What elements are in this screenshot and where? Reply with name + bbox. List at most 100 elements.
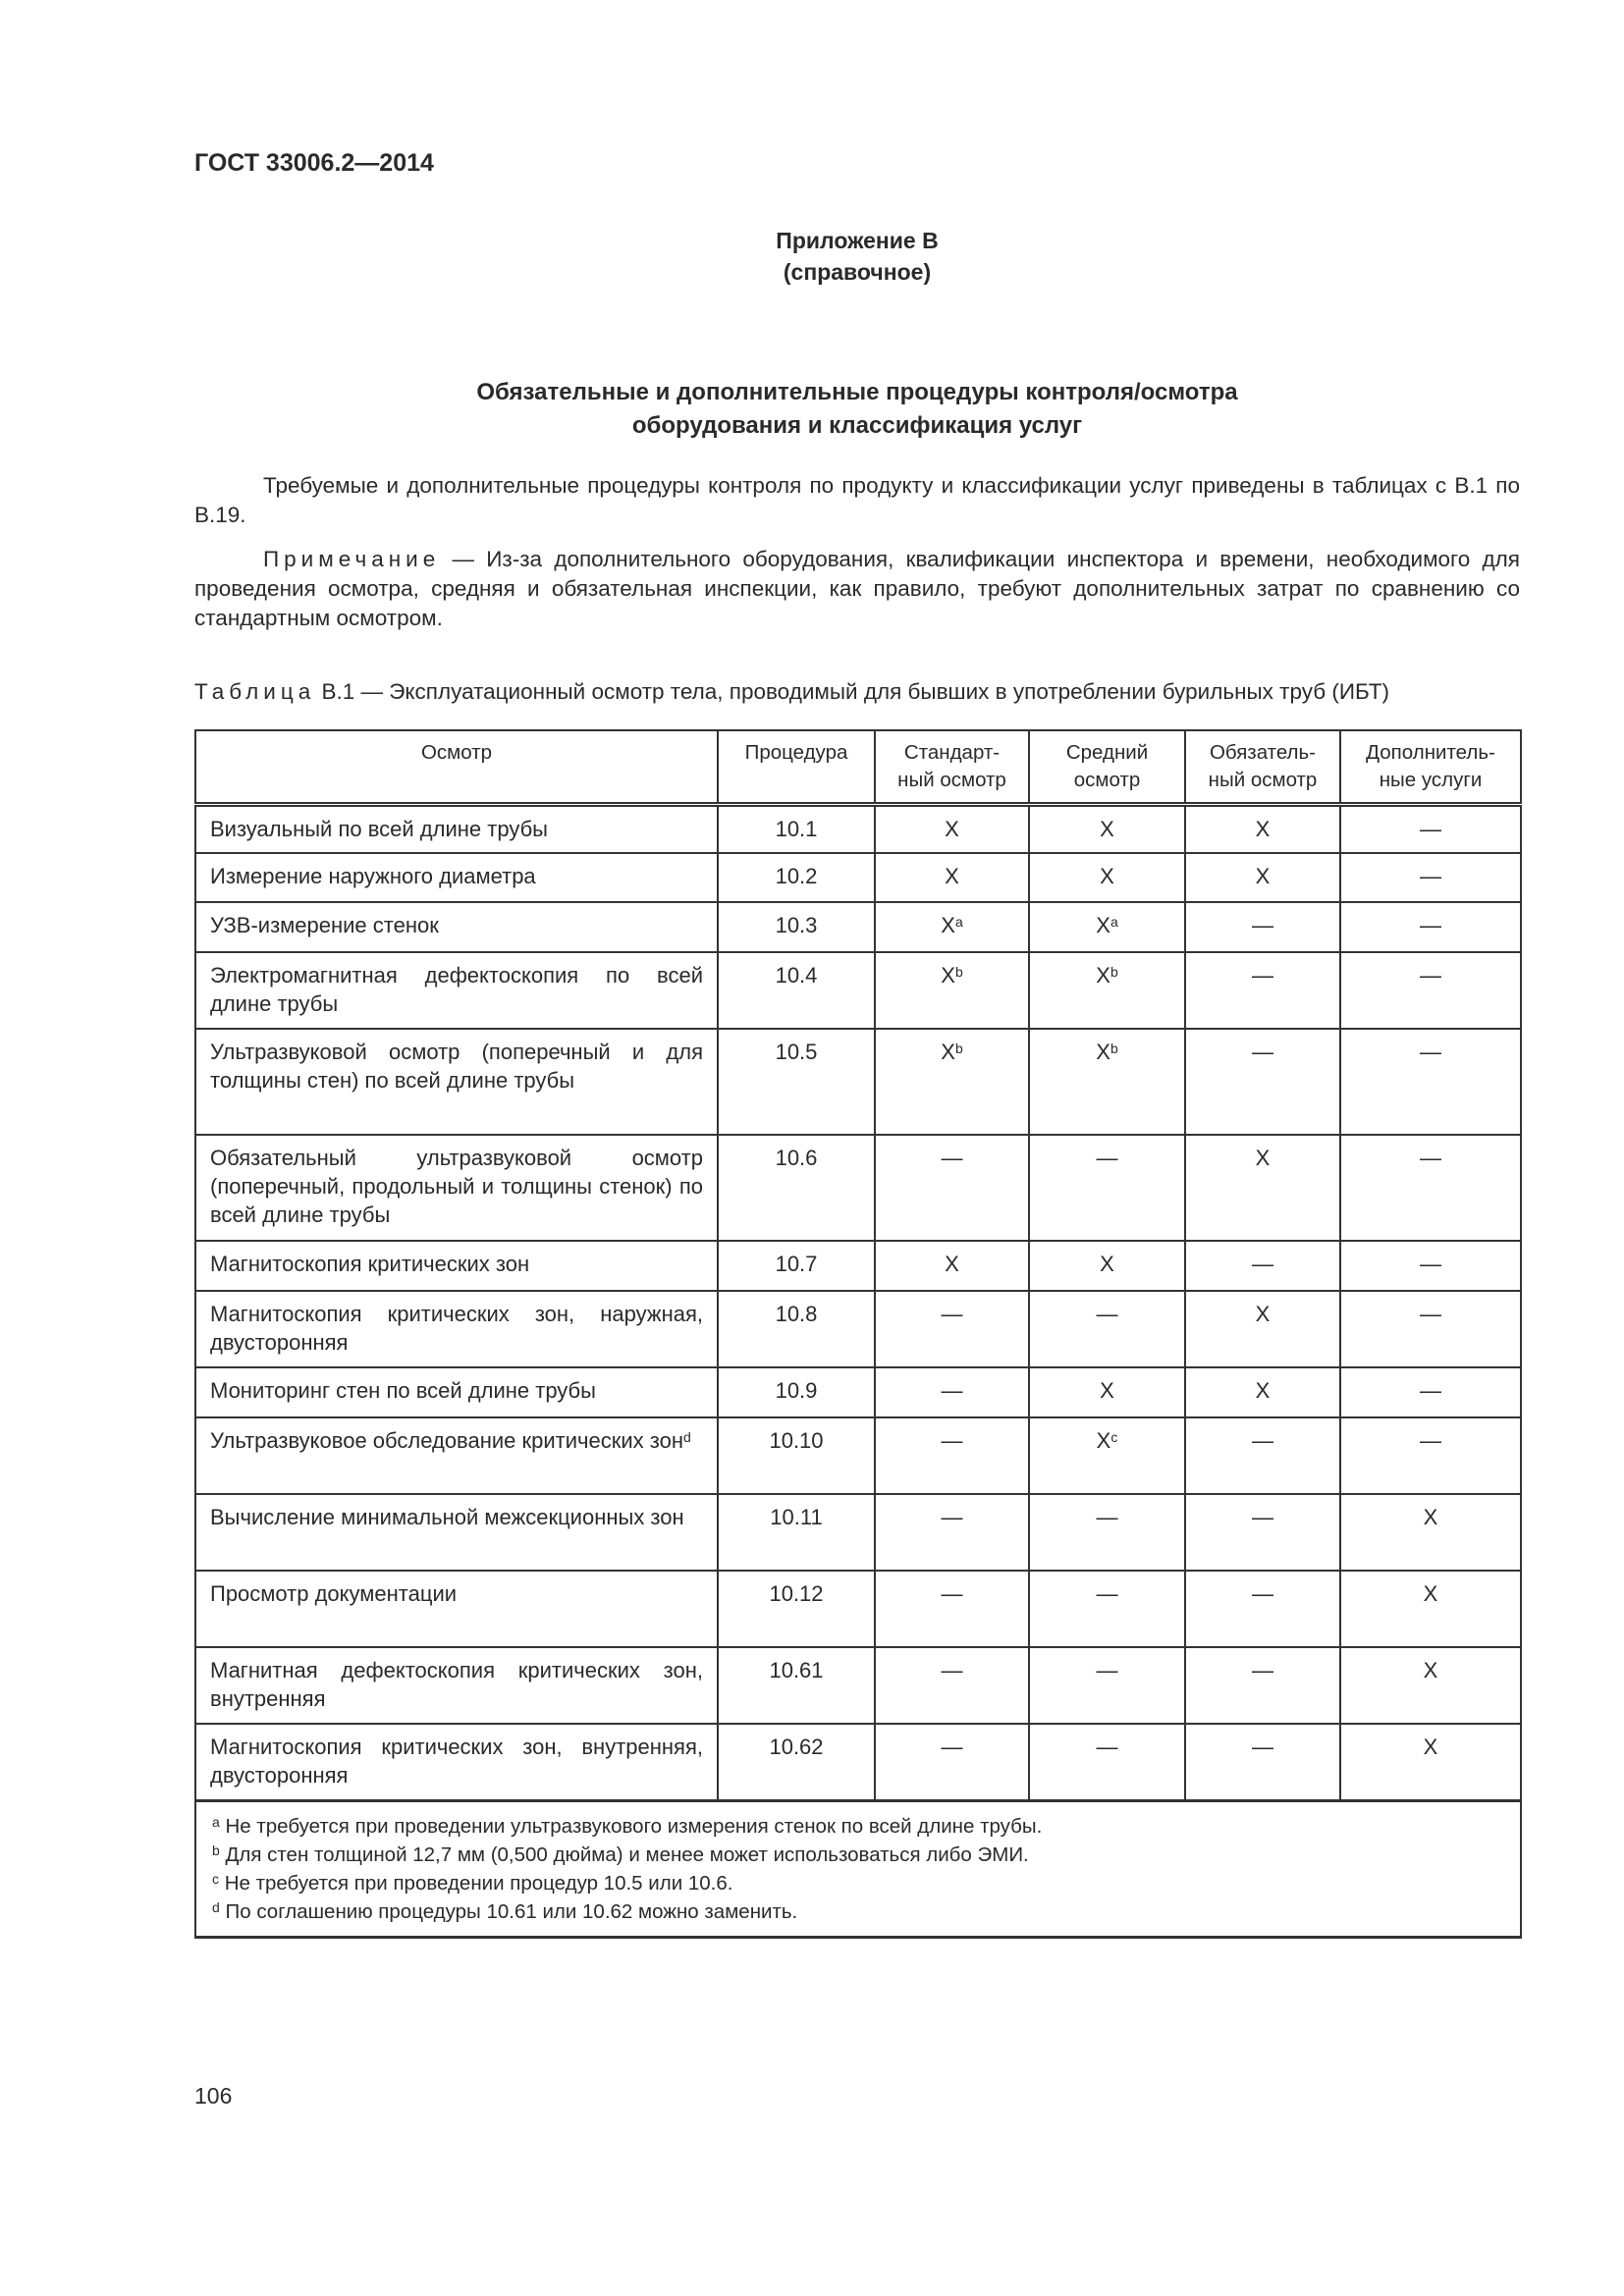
additional-services-cell: — [1339,1134,1522,1242]
additional-services-cell: — [1339,803,1522,854]
medium-inspection-cell: — [1028,1646,1186,1725]
medium-inspection-cell: Xb [1028,1028,1186,1136]
mandatory-inspection-cell: — [1184,1416,1341,1495]
mandatory-inspection-cell: — [1184,1240,1341,1292]
inspection-name: УЗВ-измерение стенок [194,901,719,953]
inspection-name: Мониторинг стен по всей длине трубы [194,1366,719,1418]
footnotes: a Не требуется при проведении ультразвук… [194,1798,1522,1939]
caption-text: В.1 — Эксплуатационный осмотр тела, пров… [315,679,1390,704]
standard-inspection-cell: — [874,1493,1030,1572]
standard-inspection-cell: — [874,1134,1030,1242]
section-title-line1: Обязательные и дополнительные процедуры … [476,379,1238,405]
table-row: Ультразвуковое обследование критических … [194,1416,1522,1495]
additional-services-cell: — [1339,951,1522,1030]
inspection-name: Обязательный ультразвуковой осмотр (попе… [194,1134,719,1242]
inspection-name: Визуальный по всей длине трубы [194,803,719,854]
procedure-number: 10.3 [717,901,876,953]
standard-inspection-cell: — [874,1646,1030,1725]
footnote: a Не требуется при проведении ультразвук… [212,1812,1504,1841]
table-row: УЗВ-измерение стенок 10.3 Xa Xa — — [194,901,1522,953]
procedure-number: 10.6 [717,1134,876,1242]
footnote-mark: b [954,964,963,980]
mandatory-inspection-cell: X [1184,1290,1341,1368]
note-text: — Из-за дополнительного оборудования, кв… [194,547,1520,630]
footnote-mark: d [212,1898,220,1915]
column-header: Процедура [717,729,876,807]
column-header: Дополнитель-ные услуги [1339,729,1522,807]
medium-inspection-cell: — [1028,1134,1186,1242]
inspection-name: Магнитоскопия критических зон, внутрення… [194,1723,719,1801]
footnote-mark: d [682,1429,691,1445]
document-id: ГОСТ 33006.2—2014 [194,149,434,177]
table-row: Магнитоскопия критических зон, внутрення… [194,1723,1522,1801]
intro-paragraph: Требуемые и дополнительные процедуры кон… [194,473,1520,527]
mandatory-inspection-cell: — [1184,1493,1341,1572]
standard-inspection-cell: X [874,803,1030,854]
additional-services-cell: — [1339,1028,1522,1136]
table-row: Ультразвуковой осмотр (поперечный и для … [194,1028,1522,1136]
table-row: Магнитная дефектоскопия критических зон,… [194,1646,1522,1725]
standard-inspection-cell: X [874,852,1030,903]
table-row: Мониторинг стен по всей длине трубы 10.9 —… [194,1366,1522,1418]
footnote-mark: b [954,1041,963,1056]
procedure-number: 10.61 [717,1646,876,1725]
procedure-number: 10.7 [717,1240,876,1292]
table-row: Вычисление минимальной межсекционных зон… [194,1493,1522,1572]
footnote-text: По соглашению процедуры 10.61 или 10.62 … [219,1899,798,1923]
table-header-row: Осмотр Процедура Стандарт-ный осмотр Средни… [194,729,1522,807]
medium-inspection-cell: X [1028,852,1186,903]
procedure-number: 10.5 [717,1028,876,1136]
column-header: Осмотр [194,729,719,807]
procedure-number: 10.8 [717,1290,876,1368]
procedure-number: 10.9 [717,1366,876,1418]
procedure-number: 10.11 [717,1493,876,1572]
standard-inspection-cell: — [874,1723,1030,1801]
standard-inspection-cell: X [874,1240,1030,1292]
additional-services-cell: — [1339,1240,1522,1292]
table-row: Просмотр документации 10.12— — — X [194,1570,1522,1648]
footnote-mark: a [212,1813,220,1830]
mandatory-inspection-cell: — [1184,1028,1341,1136]
mandatory-inspection-cell: — [1184,951,1341,1030]
standard-inspection-cell: Xa [874,901,1030,953]
additional-services-cell: — [1339,852,1522,903]
inspection-name: Ультразвуковое обследование критических … [194,1416,719,1495]
additional-services-cell: X [1339,1723,1522,1801]
footnote: b Для стен толщиной 12,7 мм (0,500 дюйма… [212,1841,1504,1869]
inspection-name: Магнитная дефектоскопия критических зон,… [194,1646,719,1725]
column-header: Средний осмотр [1028,729,1186,807]
footnote-text: Не требуется при проведении процедур 10.… [219,1871,733,1895]
table-caption: Таблица В.1 — Эксплуатационный осмотр те… [194,679,1530,705]
additional-services-cell: — [1339,1366,1522,1418]
footnotes-row: a Не требуется при проведении ультразвук… [194,1798,1522,1939]
table-row: Магнитоскопия критических зон, наружная,… [194,1290,1522,1368]
mandatory-inspection-cell: X [1184,803,1341,854]
footnote: d По соглашению процедуры 10.61 или 10.6… [212,1897,1504,1926]
inspection-name: Вычисление минимальной межсекционных зон [194,1493,719,1572]
additional-services-cell: X [1339,1646,1522,1725]
procedure-number: 10.10 [717,1416,876,1495]
inspection-name: Просмотр документации [194,1570,719,1648]
inspection-name: Электромагнитная дефектоскопия по всей д… [194,951,719,1030]
medium-inspection-cell: X [1028,1366,1186,1418]
mandatory-inspection-cell: — [1184,1646,1341,1725]
footnote-text: Не требуется при проведении ультразвуков… [219,1814,1043,1838]
procedure-number: 10.12 [717,1570,876,1648]
mandatory-inspection-cell: X [1184,852,1341,903]
medium-inspection-cell: — [1028,1570,1186,1648]
mandatory-inspection-cell: X [1184,1134,1341,1242]
procedure-number: 10.4 [717,951,876,1030]
footnote-text: Для стен толщиной 12,7 мм (0,500 дюйма) … [219,1842,1029,1866]
caption-label: Таблица [194,679,316,704]
standard-inspection-cell: Xb [874,1028,1030,1136]
mandatory-inspection-cell: — [1184,1570,1341,1648]
medium-inspection-cell: — [1028,1290,1186,1368]
footnote-mark: a [1110,914,1118,930]
mandatory-inspection-cell: — [1184,901,1341,953]
medium-inspection-cell: Xa [1028,901,1186,953]
table-row: Измерение наружного диаметра 10.2 X X X — [194,852,1522,903]
footnote-mark: c [212,1870,219,1887]
table-row: Обязательный ультразвуковой осмотр (попе… [194,1134,1522,1242]
section-title-line2: оборудования и классификация услуг [631,412,1083,439]
additional-services-cell: — [1339,1290,1522,1368]
